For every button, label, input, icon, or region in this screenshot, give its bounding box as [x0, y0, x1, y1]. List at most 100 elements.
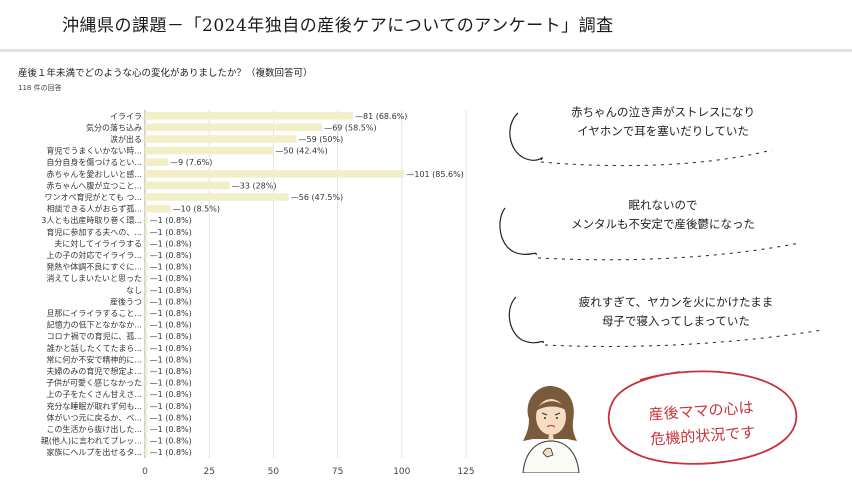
value-label: —1 (0.8%) [150, 344, 192, 353]
comment-1-line-2: イヤホンで耳を塞いだりしていた [577, 124, 749, 138]
x-tick-label: 0 [142, 467, 148, 477]
value-label: —1 (0.8%) [150, 379, 192, 388]
x-tick-label: 25 [203, 467, 214, 477]
survey-question: 産後１年未満でどのような心の変化がありましたか？（複数回答可） [18, 68, 313, 79]
speech-line-1 [509, 112, 543, 161]
category-label: 誰かと話したくてたまら... [47, 343, 142, 353]
category-label: 赤ちゃんへ腹が立つこと... [46, 180, 142, 190]
category-label: 上の子をたくさん甘えさ... [46, 389, 142, 399]
bar [145, 274, 148, 282]
bar [145, 193, 289, 201]
worried-mother-icon [522, 385, 580, 473]
bar [145, 390, 148, 398]
category-label: 育児に参加する夫への、... [46, 227, 142, 237]
value-label: —33 (28%) [232, 181, 277, 190]
comment-2-line-2: メンタルも不安定で産後鬱になった [571, 217, 755, 231]
value-label: —1 (0.8%) [150, 448, 192, 457]
value-label: —59 (50%) [299, 135, 344, 144]
value-label: —10 (8.5%) [173, 205, 220, 214]
value-label: —1 (0.8%) [150, 437, 192, 446]
speech-line-1-tail [540, 149, 773, 167]
conclusion-stamp: 産後ママの心は 危機的状況です [620, 393, 783, 454]
category-label: 育児でうまくいかない時... [46, 146, 142, 156]
value-label: —1 (0.8%) [150, 367, 192, 376]
bar [145, 332, 148, 340]
value-label: —1 (0.8%) [150, 251, 192, 260]
bar [145, 425, 148, 433]
category-label: 赤ちゃんを愛おしいと感... [46, 169, 142, 179]
category-label: 上の子の対応でイライラ... [46, 250, 142, 260]
x-tick-label: 125 [457, 467, 474, 477]
bar [145, 448, 148, 456]
value-label: —101 (85.6%) [406, 170, 463, 179]
category-label: イライラ [110, 112, 142, 121]
category-label: 夫に対してイライラする [54, 238, 142, 248]
survey-chart-panel: 産後１年未満でどのような心の変化がありましたか？（複数回答可） 118 件の回答… [10, 57, 490, 479]
speech-line-3 [508, 296, 544, 344]
bar [145, 228, 148, 236]
category-label: 涙が出る [110, 134, 142, 144]
category-label: なし [126, 286, 142, 295]
value-label: —1 (0.8%) [150, 228, 192, 237]
comment-2: 眠れないので メンタルも不安定で産後鬱になった [543, 196, 783, 234]
category-label: ワンオペ育児がとても つ... [44, 192, 142, 202]
value-label: —1 (0.8%) [150, 274, 192, 283]
category-label: 発熱や体調不良にすぐに... [46, 262, 142, 272]
bar [145, 135, 297, 143]
category-label: 3人とも出産時取り巻く環... [41, 215, 142, 225]
bar [145, 239, 148, 248]
page-title: 沖縄県の課題－「2024年独自の産後ケアについてのアンケート」調査 [62, 16, 614, 36]
category-label: 常に何か不安で精神的に... [46, 354, 142, 364]
value-label: —1 (0.8%) [150, 413, 192, 422]
bar [145, 262, 148, 271]
header-divider [0, 49, 852, 52]
bar [145, 170, 405, 178]
bar [145, 367, 148, 375]
x-tick-label: 100 [393, 467, 410, 477]
bar [145, 216, 148, 224]
value-label: —1 (0.8%) [150, 263, 192, 272]
value-label: —1 (0.8%) [150, 355, 192, 364]
comment-3: 疲れすぎて、ヤカンを火にかけたまま 母子で寝入ってしまっていた [548, 293, 804, 331]
category-label: 記憶力の低下となかなか... [47, 320, 142, 330]
bar [145, 204, 171, 213]
comment-1-line-1: 赤ちゃんの泣き声がストレスになり [571, 105, 755, 119]
category-label: 消えてしまいたいと思った [46, 273, 142, 283]
x-tick-label: 50 [268, 467, 280, 477]
speech-line-2-tail [537, 242, 801, 261]
value-label: —1 (0.8%) [150, 239, 192, 248]
category-label: 充分な睡眠が取れず何も... [46, 401, 142, 411]
comment-3-line-2: 母子で寝入ってしまっていた [602, 314, 750, 328]
bar [145, 309, 148, 317]
value-label: —1 (0.8%) [150, 332, 192, 341]
comment-3-line-1: 疲れすぎて、ヤカンを火にかけたまま [578, 295, 774, 309]
category-label: 旦那にイライラすること... [46, 309, 142, 318]
value-label: —1 (0.8%) [150, 216, 192, 225]
category-label: 夫婦のみの育児で想定よ... [46, 366, 142, 376]
value-label: —56 (47.5%) [291, 193, 343, 202]
bar [145, 402, 148, 410]
value-label: —1 (0.8%) [150, 390, 192, 399]
response-count: 118 件の回答 [18, 84, 62, 92]
value-label: —1 (0.8%) [150, 309, 192, 318]
category-label: コロナ禍での育児に、孤... [47, 331, 142, 341]
value-label: —9 (7.6%) [170, 158, 212, 167]
category-label: 親(他人)に言われてプレッ... [41, 436, 142, 446]
category-label: 自分自身を傷つけるとい... [46, 157, 142, 167]
comment-1: 赤ちゃんの泣き声がストレスになり イヤホンで耳を塞いだりしていた [543, 103, 783, 141]
value-label: —1 (0.8%) [150, 321, 192, 330]
bar [145, 297, 148, 306]
category-label: 体がいつ元に戻るか、ベ... [47, 412, 142, 422]
bar [145, 181, 230, 190]
bar [145, 378, 148, 387]
comment-2-line-1: 眠れないので [628, 198, 698, 212]
bar [145, 355, 148, 364]
value-label: —69 (58.5%) [324, 123, 376, 132]
speech-line-3-tail [544, 329, 823, 347]
bar [145, 413, 148, 422]
bar-chart: 0 25 50 75 100 125 イライラ —81 (68.6%) 気分の落ち込み —69 (… [41, 110, 475, 477]
value-label: —1 (0.8%) [150, 425, 192, 434]
value-label: —1 (0.8%) [150, 402, 192, 411]
speech-line-2 [499, 207, 537, 256]
bar [145, 436, 148, 445]
